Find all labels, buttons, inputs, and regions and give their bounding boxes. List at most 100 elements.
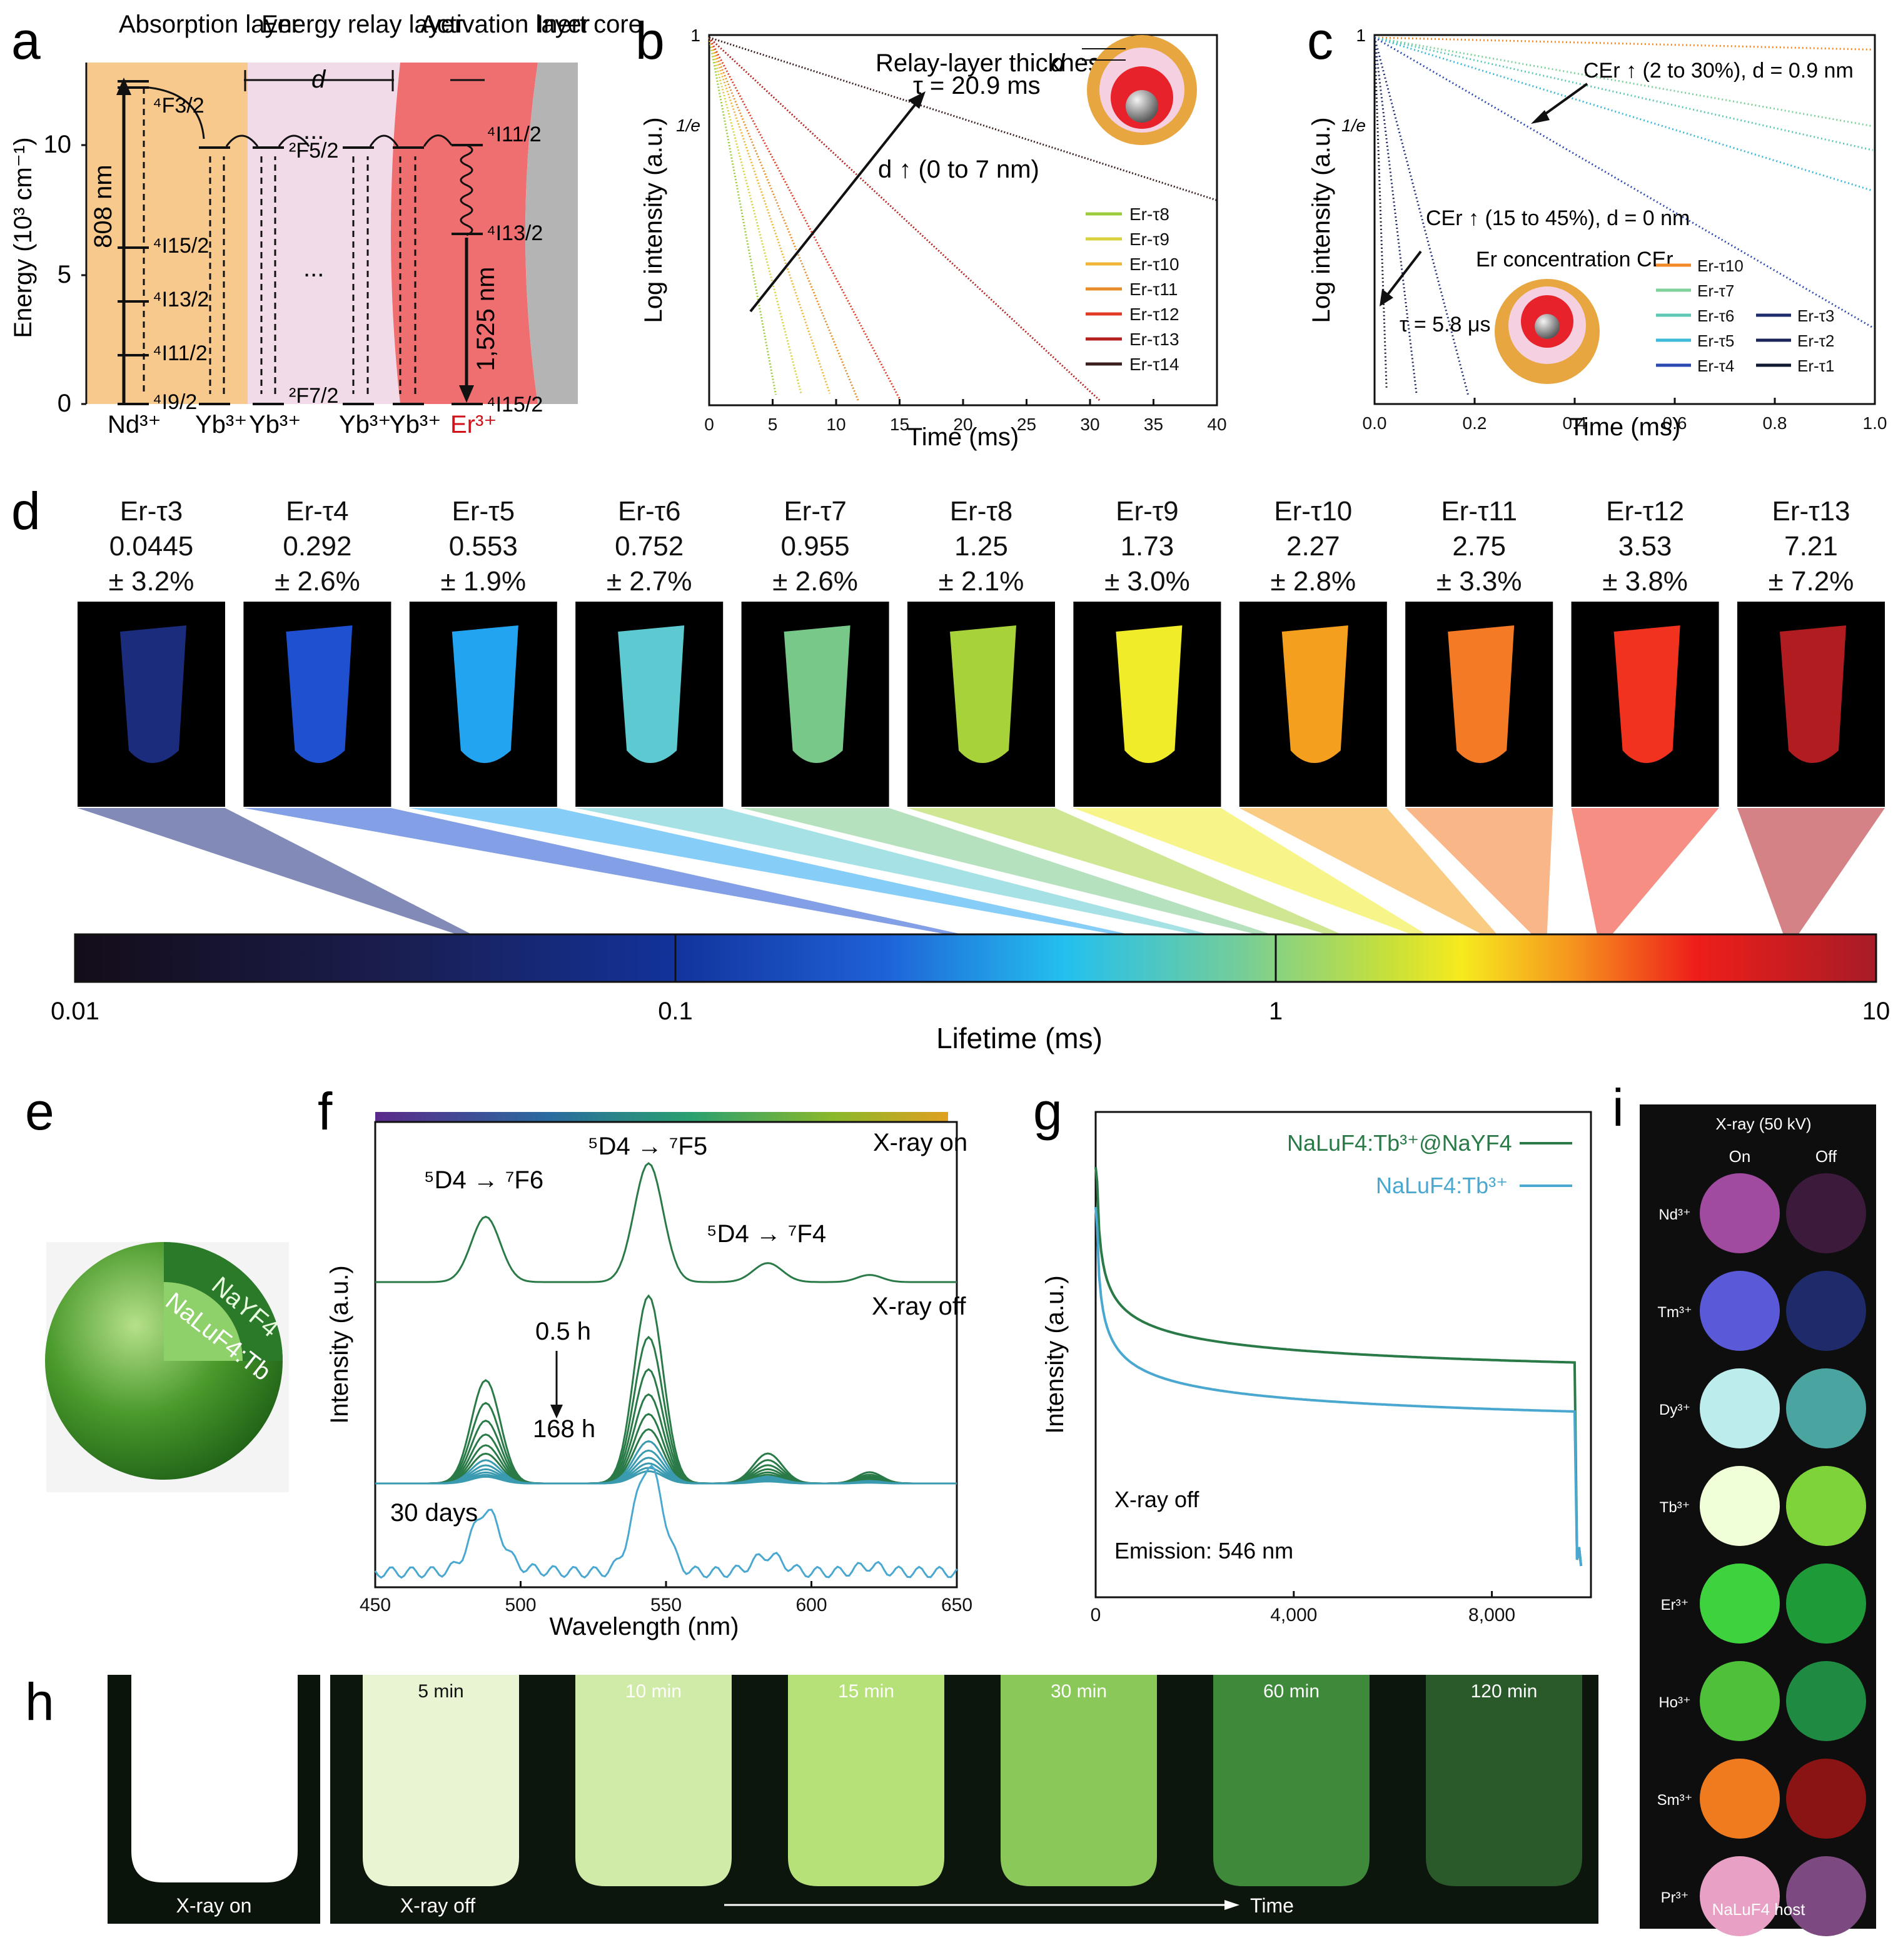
- spectra-f: [374, 1162, 958, 1579]
- sample-error-8: ± 3.3%: [1436, 566, 1522, 597]
- decay-series-b-1: [708, 37, 802, 395]
- legend-label-b-5: Er-τ13: [1129, 330, 1179, 349]
- sample-powder-4: [784, 625, 851, 763]
- xtick-label-c-5: 1.0: [1863, 413, 1887, 433]
- label-h-on: X-ray on: [176, 1894, 252, 1917]
- mapping-wedge-3: [575, 808, 1209, 934]
- decay-series-c-4: [1374, 36, 1874, 329]
- panel-i: i X-ray (50 kV) On Off Nd³⁺ Tm³⁺ Dy³⁺ Tb³⁺ E…: [1612, 1078, 1876, 1936]
- xtick-label-b-3: 15: [890, 415, 909, 434]
- decay-series-b-2: [708, 37, 831, 394]
- nd-level-i112: ⁴I11/2: [153, 341, 208, 365]
- ion-on-i-3: [1700, 1466, 1780, 1546]
- ion-off-i-0: [1786, 1173, 1866, 1253]
- mapping-wedge-7: [1239, 808, 1497, 934]
- label-time-end: 168 h: [533, 1415, 595, 1443]
- ion-yb-4: Yb³⁺: [389, 411, 441, 438]
- sample-lifetime-2: 0.553: [449, 531, 518, 562]
- wavelength-spectrum-bar: [375, 1112, 948, 1122]
- nd-level-i152: ⁴I15/2: [153, 234, 209, 258]
- legend-label-c-0: Er-τ10: [1697, 256, 1744, 275]
- mapping-wedge-8: [1405, 808, 1553, 934]
- vial-time-2: 15 min: [838, 1681, 894, 1702]
- xtick-label-f-4: 650: [941, 1595, 972, 1615]
- sample-name-3: Er-τ6: [618, 496, 681, 527]
- layer-label-absorption: Absorption layer: [119, 11, 300, 38]
- ylabel-g: Intensity (a.u.): [1041, 1275, 1069, 1433]
- vial-time-1: 10 min: [625, 1681, 682, 1702]
- mapping-wedge-0: [78, 808, 472, 934]
- sample-lifetime-3: 0.752: [615, 531, 684, 562]
- legend-label-c-5: Er-τ3: [1797, 306, 1834, 325]
- ion-rows-i: Nd³⁺ Tm³⁺ Dy³⁺ Tb³⁺ Er³⁺ Ho³⁺ Sm³⁺ Pr³⁺: [1657, 1173, 1866, 1936]
- legend-label-b-1: Er-τ9: [1129, 230, 1169, 249]
- sample-powder-8: [1448, 625, 1515, 763]
- panel-label-a: a: [11, 11, 41, 70]
- panel-label-e: e: [25, 1082, 54, 1141]
- annotation-g-0: X-ray off: [1114, 1487, 1199, 1512]
- legend-label-b-0: Er-τ8: [1129, 205, 1169, 224]
- label-h-time: Time: [1250, 1894, 1294, 1917]
- label-transition-3: ⁵D4 → ⁷F4: [707, 1220, 826, 1248]
- nd-level-i92: ⁴I9/2: [153, 390, 197, 414]
- mapping-wedge-4: [741, 808, 1271, 934]
- xtick-label-b-1: 5: [768, 415, 778, 434]
- mapping-wedge-1: [243, 808, 962, 934]
- xtick-label-b-2: 10: [826, 415, 845, 434]
- decay-series-b-6: [709, 36, 1218, 201]
- label-xray-off: X-ray off: [872, 1293, 966, 1320]
- er-level-i112: ⁴I11/2: [487, 123, 542, 146]
- label-time-start: 0.5 h: [535, 1318, 591, 1345]
- vial-2: [788, 1675, 944, 1886]
- decay-series-b-5: [708, 36, 1101, 402]
- ytick-b-1e: 1/e: [676, 116, 700, 135]
- sample-error-0: ± 3.2%: [109, 566, 194, 597]
- sample-lifetime-4: 0.955: [781, 531, 850, 562]
- ion-yb-1: Yb³⁺: [195, 411, 247, 438]
- sample-error-6: ± 3.0%: [1104, 566, 1190, 597]
- ion-on-i-1: [1700, 1271, 1780, 1351]
- annotation-arrow-b: d ↑ (0 to 7 nm): [878, 156, 1039, 183]
- xticks-f: 450 500 550 600 650: [360, 1581, 972, 1615]
- ion-off-i-1: [1786, 1271, 1866, 1351]
- sample-powder-1: [286, 625, 353, 763]
- sample-name-1: Er-τ4: [286, 496, 349, 527]
- ion-label-i-7: Pr³⁺: [1661, 1889, 1689, 1906]
- vial-5: [1426, 1675, 1582, 1886]
- ion-yb-2: Yb³⁺: [249, 411, 301, 438]
- panel-b: b 0 5 10 15 20 25 30 35 40 1 1/e Log intensity (…: [635, 11, 1227, 451]
- ion-off-i-5: [1786, 1661, 1866, 1741]
- xtick-label-b-7: 35: [1144, 415, 1163, 434]
- decay-series-b-0: [708, 37, 777, 395]
- sample-error-9: ± 3.8%: [1602, 566, 1688, 597]
- spectrum-30-days: [374, 1464, 958, 1579]
- ion-off-i-6: [1786, 1759, 1866, 1839]
- ylabel-b: Log intensity (a.u.): [640, 117, 667, 323]
- legend-c: Er-τ10 Er-τ7 Er-τ6 Er-τ5 Er-τ4 Er-τ3 Er-τ2 Er-τ…: [1656, 256, 1834, 375]
- sample-name-9: Er-τ12: [1606, 496, 1684, 527]
- mapping-wedge-6: [1073, 808, 1426, 934]
- xtick-label-b-0: 0: [704, 415, 714, 434]
- spectrum-afterglow-11: [375, 1470, 957, 1485]
- relay-layer: [248, 63, 400, 404]
- ion-on-i-0: [1700, 1173, 1780, 1253]
- legend-label-c-1: Er-τ7: [1697, 281, 1734, 300]
- decay-series-c-3: [1374, 36, 1874, 192]
- sample-lifetime-9: 3.53: [1618, 531, 1672, 562]
- sample-powder-5: [950, 625, 1016, 763]
- panel-label-c: c: [1307, 11, 1333, 70]
- legend-g-1: NaLuF4:Tb³⁺: [1376, 1173, 1508, 1198]
- mapping-wedge-9: [1571, 808, 1719, 934]
- layer-label-relay: Energy relay layer: [261, 11, 463, 38]
- sample-lifetime-5: 1.25: [954, 531, 1008, 562]
- xtick-label-c-4: 0.8: [1763, 413, 1787, 433]
- ytick-a-5: 5: [58, 261, 71, 288]
- sample-error-5: ± 2.1%: [939, 566, 1024, 597]
- xtick-label-g-1: 4,000: [1270, 1605, 1317, 1625]
- xticks-c: 0.0 0.2 0.4 0.6 0.8 1.0: [1363, 398, 1887, 433]
- yb-level-f72: ²F7/2: [289, 384, 338, 408]
- xtick-label-g-0: 0: [1091, 1605, 1101, 1625]
- decay-curve-g-0: [1094, 1166, 1583, 1567]
- scale-tick-0: 0.01: [51, 998, 99, 1025]
- ion-on-i-6: [1700, 1759, 1780, 1839]
